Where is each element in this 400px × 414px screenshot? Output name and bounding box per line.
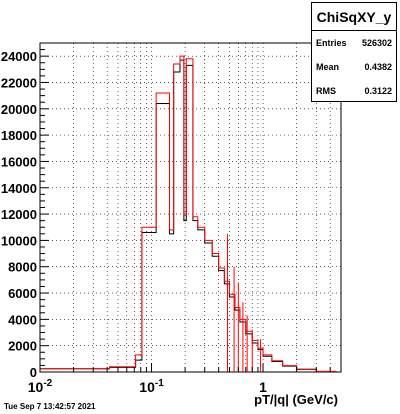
stats-value: 526302 bbox=[361, 38, 392, 48]
stats-row-entries: Entries 526302 bbox=[312, 31, 396, 55]
x-tick-label: 10-2 bbox=[28, 378, 53, 395]
y-tick-label: 2000 bbox=[8, 339, 37, 354]
x-tick-label: 10-1 bbox=[139, 378, 164, 395]
y-tick-label: 18000 bbox=[1, 128, 37, 143]
stats-row-rms: RMS 0.3122 bbox=[312, 79, 396, 103]
x-axis-label: pT/|q| (GeV/c) bbox=[254, 392, 338, 407]
plot-frame bbox=[39, 42, 342, 373]
histogram-series-0 bbox=[39, 59, 337, 372]
timestamp-footer: Tue Sep 7 13:42:57 2021 bbox=[4, 402, 96, 411]
y-tick-label: 0 bbox=[30, 365, 37, 380]
stats-row-mean: Mean 0.4382 bbox=[312, 55, 396, 79]
y-tick-label: 22000 bbox=[1, 75, 37, 90]
y-axis: 0 2000 4000 6000 8000 10000 12000 14000 16000 180… bbox=[1, 49, 49, 380]
x-tick-label: 1 bbox=[259, 379, 267, 395]
y-tick-label: 16000 bbox=[1, 154, 37, 169]
stats-label: RMS bbox=[316, 86, 336, 96]
histogram-series bbox=[39, 55, 337, 372]
y-tick-label: 20000 bbox=[1, 102, 37, 117]
y-tick-label: 10000 bbox=[1, 233, 37, 248]
stats-label: Mean bbox=[316, 62, 340, 72]
y-tick-label: 14000 bbox=[1, 181, 37, 196]
y-tick-label: 12000 bbox=[1, 207, 37, 222]
stats-value: 0.3122 bbox=[364, 86, 392, 96]
y-tick-label: 24000 bbox=[1, 49, 37, 64]
histogram-series-1 bbox=[39, 55, 337, 372]
y-tick-label: 6000 bbox=[8, 286, 37, 301]
stats-value: 0.4382 bbox=[364, 62, 392, 72]
y-tick-label: 8000 bbox=[8, 260, 37, 275]
x-axis: 10-2 10-1 1 bbox=[28, 363, 342, 395]
stats-box: ChiSqXY_y Entries 526302 Mean 0.4382 RMS… bbox=[311, 2, 397, 102]
stats-label: Entries bbox=[316, 38, 347, 48]
y-tick-label: 4000 bbox=[8, 312, 37, 327]
stats-title: ChiSqXY_y bbox=[312, 3, 396, 31]
grid-lines bbox=[40, 43, 342, 372]
